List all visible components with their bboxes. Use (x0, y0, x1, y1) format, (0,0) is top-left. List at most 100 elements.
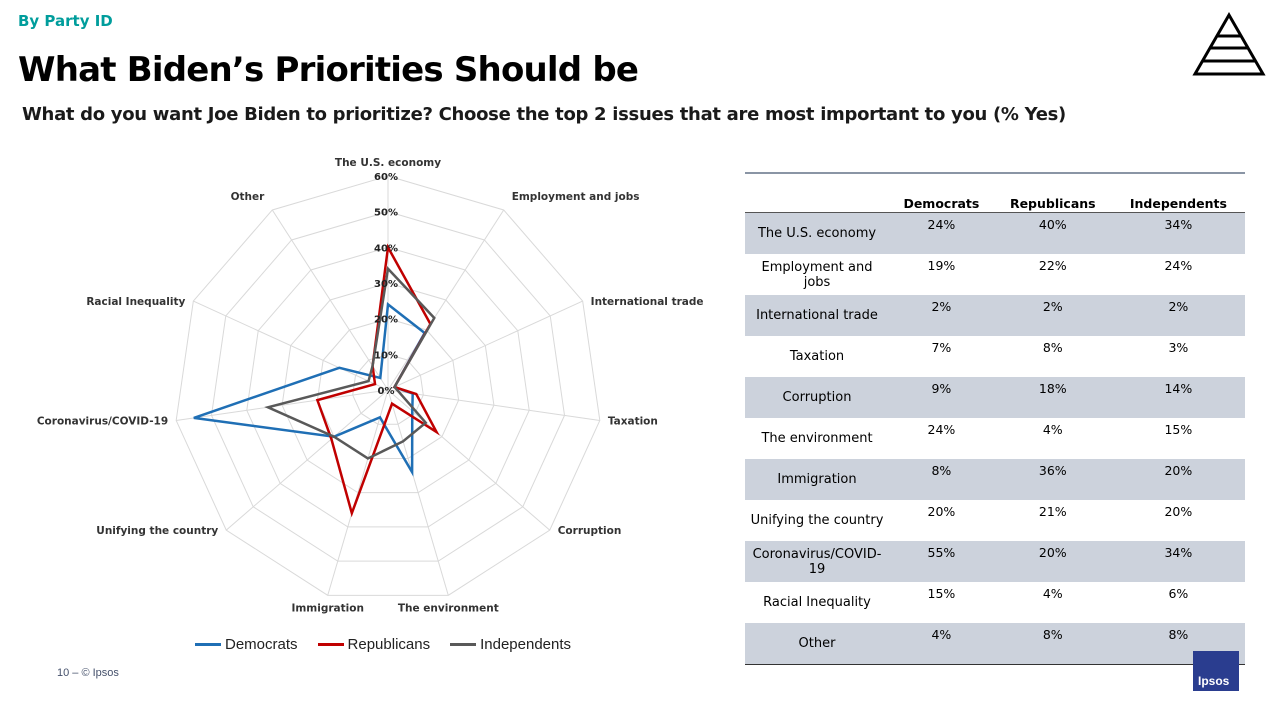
row-label: The U.S. economy (745, 212, 889, 254)
table-row: Coronavirus/COVID-19 55% 20% 34% (745, 541, 1245, 582)
logo-text: Ipsos (1198, 674, 1230, 688)
cell-value: 20% (1164, 504, 1193, 519)
table-row: The environment 24% 4% 15% (745, 418, 1245, 459)
row-label: Coronavirus/COVID-19 (745, 541, 889, 582)
cell-value: 20% (1111, 459, 1245, 500)
footer-page: 10 – © Ipsos (57, 667, 119, 679)
legend-swatch (317, 643, 344, 646)
cell-value: 9% (889, 377, 994, 418)
tick-label: 10% (374, 350, 398, 361)
cell-value: 24% (927, 422, 956, 437)
cell-value: 34% (1111, 541, 1245, 582)
cell-value: 36% (993, 459, 1112, 500)
table-row: Other 4% 8% 8% (745, 623, 1245, 665)
grid-spoke (387, 389, 551, 531)
cell-value: 20% (993, 541, 1112, 582)
cell-value: 8% (1042, 340, 1063, 355)
grid-ring (246, 246, 530, 528)
legend-item: Democrats (195, 636, 298, 653)
cell-value: 7% (931, 340, 952, 355)
row-label: Employment and jobs (761, 259, 873, 290)
table-row: Immigration 8% 36% 20% (745, 459, 1245, 500)
row-label: Taxation (789, 349, 845, 364)
series-independents (264, 266, 436, 460)
row-label: Corruption (745, 377, 889, 418)
cell-value: 14% (1111, 377, 1245, 418)
axis-label: Employment and jobs (512, 191, 640, 203)
page-subtitle: What do you want Joe Biden to prioritize… (22, 104, 1066, 125)
table-row: Corruption 9% 18% 14% (745, 377, 1245, 418)
axis-label: The environment (398, 602, 499, 614)
axis-label: Taxation (608, 415, 658, 427)
cell-value: 34% (1111, 212, 1245, 254)
table-row: International trade 2% 2% 2% (745, 295, 1245, 336)
grid-spoke (327, 389, 389, 596)
axis-label: International trade (591, 296, 704, 308)
column-header (745, 173, 889, 213)
legend-label: Independents (480, 636, 572, 653)
axis-label: The U.S. economy (335, 157, 441, 169)
ipsos-logo: Ipsos (1193, 651, 1239, 691)
row-label: Racial Inequality (763, 595, 871, 610)
cell-value: 4% (889, 623, 994, 665)
axis-label: Coronavirus/COVID-19 (37, 415, 168, 427)
grid-spoke (225, 389, 389, 531)
grid-spoke (271, 209, 389, 391)
legend-label: Republicans (347, 636, 431, 653)
cell-value: 8% (993, 623, 1112, 665)
data-table: Democrats Republicans Independents The U.S.… (745, 172, 1245, 665)
tick-label: 0% (378, 386, 395, 397)
tick-label: 30% (374, 279, 398, 290)
cell-value: 19% (927, 258, 956, 273)
table-row: Racial Inequality 15% 4% 6% (745, 582, 1245, 623)
tick-label: 20% (374, 315, 398, 326)
grid-ring (316, 318, 460, 459)
row-label: Other (745, 623, 889, 665)
cell-value: 3% (1168, 340, 1189, 355)
cell-value: 4% (1042, 586, 1063, 601)
cell-value: 15% (927, 586, 956, 601)
tick-label: 50% (374, 208, 398, 219)
cell-value: 6% (1168, 586, 1189, 601)
cell-value: 2% (993, 295, 1112, 336)
cell-value: 4% (1042, 422, 1063, 437)
grid-ring (281, 282, 495, 494)
cell-value: 8% (889, 459, 994, 500)
axis-label: Racial Inequality (86, 296, 185, 308)
axis-label: Other (231, 191, 266, 203)
column-header: Republicans (993, 173, 1112, 213)
grid-spoke (193, 300, 389, 391)
column-header: Democrats (889, 173, 994, 213)
axis-label: Corruption (558, 525, 622, 537)
pyramid-icon (1192, 12, 1266, 76)
legend-item: Independents (450, 636, 571, 653)
grid-spoke (176, 389, 389, 421)
grid-spoke (387, 389, 600, 421)
cell-value: 18% (993, 377, 1112, 418)
grid-spoke (387, 300, 583, 391)
grid-spoke (387, 389, 449, 596)
axis-label: Unifying the country (96, 525, 218, 537)
cell-value: 24% (889, 212, 994, 254)
row-label: Unifying the country (750, 513, 884, 528)
chart-legend: Democrats Republicans Independents (195, 636, 571, 653)
cell-value: 15% (1164, 422, 1193, 437)
radar-chart: 0% 10% 20% 30% 40% 50% 60% The U.S. economy Empl… (37, 157, 704, 614)
cell-value: 21% (1038, 504, 1067, 519)
cell-value: 40% (993, 212, 1112, 254)
row-label: The environment (761, 431, 873, 446)
cell-value: 22% (1038, 258, 1067, 273)
tick-label: 40% (374, 243, 398, 254)
cell-value: 24% (1164, 258, 1193, 273)
grid-ring (175, 175, 601, 596)
cell-value: 20% (927, 504, 956, 519)
cell-value: 55% (889, 541, 994, 582)
section-kicker: By Party ID (18, 12, 113, 30)
table-row: Unifying the country 20% 21% 20% (745, 500, 1245, 541)
row-label: Immigration (745, 459, 889, 500)
table-row: Employment and jobs 19% 22% 24% (745, 254, 1245, 295)
grid-ring (210, 211, 566, 562)
tick-label: 60% (374, 172, 398, 183)
page-title: What Biden’s Priorities Should be (18, 50, 639, 90)
cell-value: 2% (889, 295, 994, 336)
